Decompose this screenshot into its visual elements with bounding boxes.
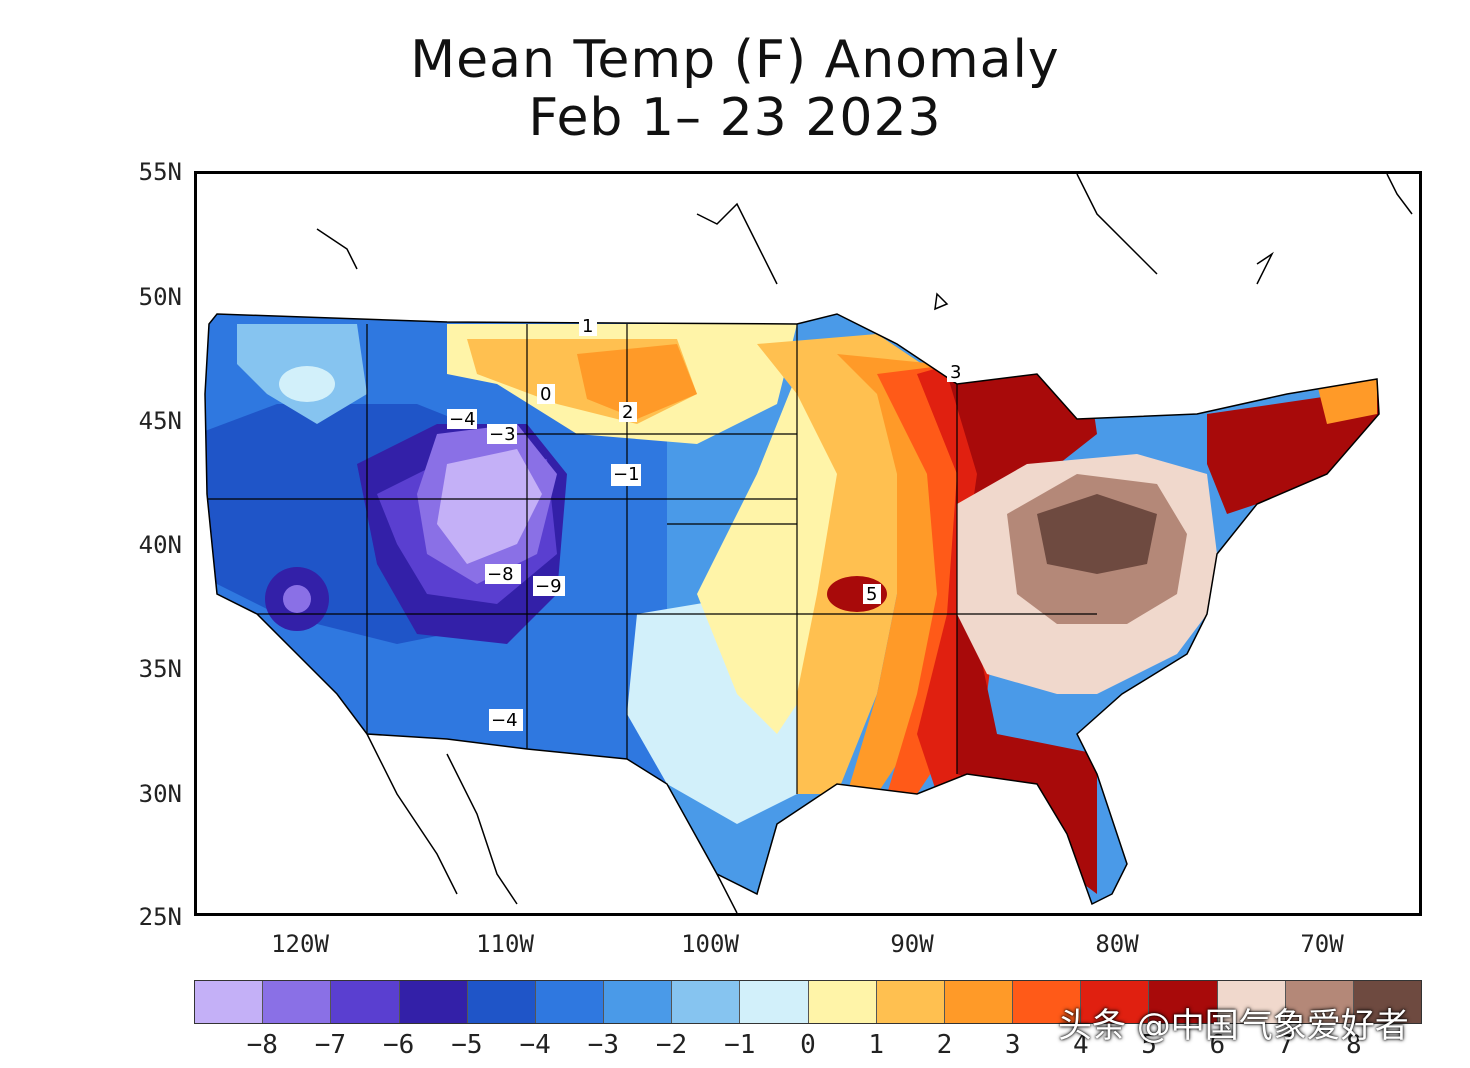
colorbar-tick-label: −7 [314, 1030, 347, 1060]
colorbar-cell [535, 981, 605, 1023]
colorbar-tick-label: −8 [246, 1030, 278, 1060]
us-outline [204, 313, 1380, 906]
lat-label-25n: 25N [138, 903, 182, 931]
colorbar-tick-label: 8 [1345, 1030, 1362, 1060]
anomaly-map-svg: 1 0 2 3 −4 −3 −1 −8 −9 5 −4 [204, 174, 1413, 913]
colorbar-tick-label: −2 [655, 1030, 688, 1060]
lon-label-100w: 100W [681, 930, 739, 958]
colorbar-cell [672, 981, 741, 1023]
state-boundaries [205, 324, 1097, 794]
colorbar-tick-label: −1 [724, 1030, 756, 1060]
contour-label: −4 [449, 409, 476, 430]
colorbar-cell [263, 981, 332, 1023]
contour-label: −9 [535, 576, 562, 597]
anomaly-map: 1 0 2 3 −4 −3 −1 −8 −9 5 −4 [194, 171, 1422, 916]
lon-label-110w: 110W [476, 930, 534, 958]
lat-label-35n: 35N [138, 655, 182, 683]
mexico-coastline [366, 733, 738, 913]
contour-label: 0 [540, 384, 551, 405]
colorbar-cell [944, 981, 1014, 1023]
colorbar [194, 980, 1422, 1024]
contour-label: 2 [622, 402, 633, 423]
watermark: 头条 @中国气象爱好者 [1058, 1006, 1409, 1046]
colorbar-cell [467, 981, 536, 1023]
contour-label: −1 [613, 464, 640, 485]
contour-label: −4 [491, 710, 518, 731]
colorbar-cell [1285, 981, 1354, 1023]
anomaly-fill-regions [205, 314, 1379, 904]
colorbar-cell [1353, 981, 1422, 1023]
colorbar-tick-label: −4 [519, 1030, 551, 1060]
colorbar-cell [1081, 981, 1150, 1023]
colorbar-cell [1149, 981, 1218, 1023]
colorbar-tick-label: 3 [1004, 1030, 1021, 1060]
lat-label-40n: 40N [138, 531, 182, 559]
lat-label-30n: 30N [138, 780, 182, 808]
contour-label: 1 [582, 316, 593, 337]
contour-label: 5 [866, 584, 877, 605]
lon-label-70w: 70W [1300, 930, 1344, 958]
lon-label-90w: 90W [890, 930, 934, 958]
colorbar-cell [399, 981, 468, 1023]
colorbar-cell [1217, 981, 1286, 1023]
background-coastlines [316, 174, 1413, 311]
lat-label-55n: 55N [138, 158, 182, 186]
lon-label-120w: 120W [271, 930, 329, 958]
colorbar-tick-label: −3 [587, 1030, 619, 1060]
colorbar-tick-label: 6 [1209, 1030, 1226, 1060]
colorbar-tick-label: −6 [383, 1030, 415, 1060]
colorbar-cell [808, 981, 877, 1023]
colorbar-tick-label: 5 [1141, 1030, 1157, 1060]
colorbar-tick-label: 7 [1277, 1030, 1294, 1060]
colorbar-tick-label: 0 [800, 1030, 816, 1060]
colorbar-cell [195, 981, 264, 1023]
colorbar-cell [331, 981, 400, 1023]
map-title: Mean Temp (F) Anomaly [410, 30, 1060, 90]
colorbar-tick-label: 4 [1073, 1030, 1089, 1060]
colorbar-tick-label: 2 [936, 1030, 953, 1060]
colorbar-cell [604, 981, 673, 1023]
contour-label: −3 [489, 424, 516, 445]
contour-labels: 1 0 2 3 −4 −3 −1 −8 −9 5 −4 [447, 316, 965, 731]
lat-label-50n: 50N [138, 283, 182, 311]
colorbar-tick-label: 1 [868, 1030, 885, 1060]
contour-label: 3 [950, 362, 961, 383]
lat-label-45n: 45N [138, 407, 182, 435]
contour-label: −8 [487, 564, 514, 585]
colorbar-cell [876, 981, 945, 1023]
colorbar-tick-label: −5 [451, 1030, 483, 1060]
colorbar-cell [1013, 981, 1082, 1023]
map-subtitle-date-range: Feb 1– 23 2023 [528, 88, 942, 148]
colorbar-cell [740, 981, 809, 1023]
lon-label-80w: 80W [1095, 930, 1139, 958]
